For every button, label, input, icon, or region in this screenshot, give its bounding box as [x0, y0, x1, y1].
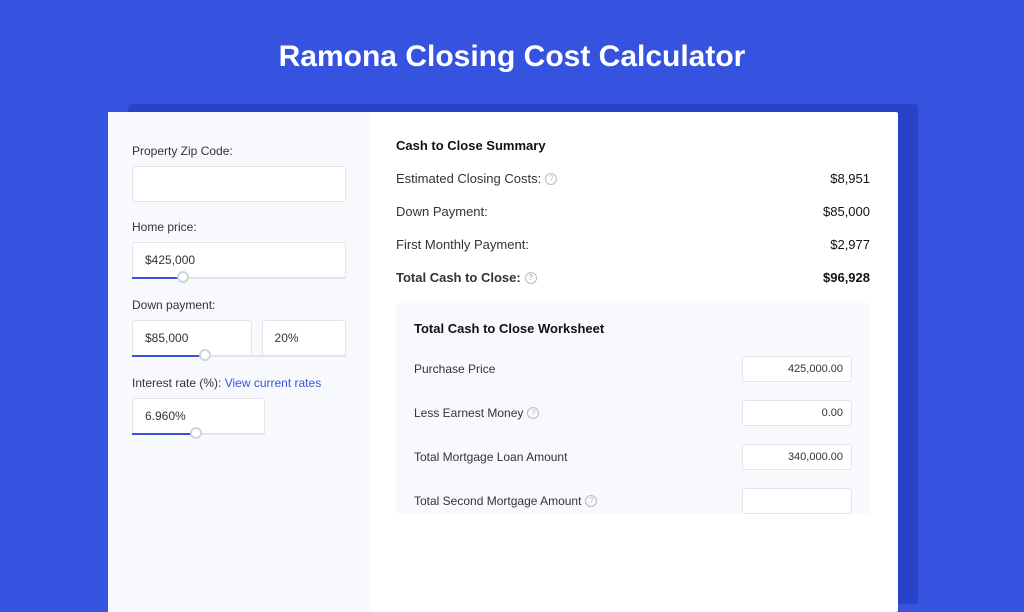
summary-value: $2,977 [830, 237, 870, 252]
help-icon[interactable]: ? [527, 407, 539, 419]
mortgage-loan-input[interactable] [742, 444, 852, 470]
help-icon[interactable]: ? [585, 495, 597, 507]
summary-panel: Cash to Close Summary Estimated Closing … [370, 112, 898, 612]
home-price-input[interactable] [132, 242, 346, 278]
worksheet-card: Total Cash to Close Worksheet Purchase P… [396, 303, 870, 514]
worksheet-row: Less Earnest Money ? [414, 400, 852, 426]
earnest-money-input[interactable] [742, 400, 852, 426]
interest-slider[interactable] [132, 432, 265, 436]
zip-group: Property Zip Code: [132, 144, 346, 202]
worksheet-label: Purchase Price [414, 362, 495, 376]
worksheet-row: Purchase Price [414, 356, 852, 382]
worksheet-label: Less Earnest Money [414, 406, 523, 420]
worksheet-row: Total Mortgage Loan Amount [414, 444, 852, 470]
zip-label: Property Zip Code: [132, 144, 346, 158]
purchase-price-input[interactable] [742, 356, 852, 382]
down-payment-group: Down payment: [132, 298, 346, 358]
view-rates-link[interactable]: View current rates [225, 376, 322, 390]
calculator-card: Property Zip Code: Home price: Down paym… [108, 112, 898, 612]
second-mortgage-input[interactable] [742, 488, 852, 514]
zip-input[interactable] [132, 166, 346, 202]
summary-label: First Monthly Payment: [396, 237, 529, 252]
help-icon[interactable]: ? [545, 173, 557, 185]
inputs-panel: Property Zip Code: Home price: Down paym… [108, 112, 370, 612]
summary-value: $85,000 [823, 204, 870, 219]
interest-group: Interest rate (%): View current rates [132, 376, 346, 436]
down-payment-slider[interactable] [132, 354, 346, 358]
help-icon[interactable]: ? [525, 272, 537, 284]
summary-label: Down Payment: [396, 204, 488, 219]
summary-title: Cash to Close Summary [396, 138, 870, 153]
worksheet-row: Total Second Mortgage Amount ? [414, 488, 852, 514]
summary-label: Estimated Closing Costs: [396, 171, 541, 186]
summary-total-value: $96,928 [823, 270, 870, 285]
down-payment-pct-input[interactable] [262, 320, 346, 356]
summary-row: Estimated Closing Costs: ? $8,951 [396, 171, 870, 186]
down-payment-label: Down payment: [132, 298, 346, 312]
interest-label-text: Interest rate (%): [132, 376, 225, 390]
home-price-group: Home price: [132, 220, 346, 280]
summary-total-row: Total Cash to Close: ? $96,928 [396, 270, 870, 285]
summary-value: $8,951 [830, 171, 870, 186]
worksheet-label: Total Mortgage Loan Amount [414, 450, 567, 464]
page-title: Ramona Closing Cost Calculator [0, 0, 1024, 98]
worksheet-title: Total Cash to Close Worksheet [414, 321, 852, 336]
interest-label: Interest rate (%): View current rates [132, 376, 346, 390]
home-price-slider[interactable] [132, 276, 346, 280]
down-payment-input[interactable] [132, 320, 252, 356]
worksheet-label: Total Second Mortgage Amount [414, 494, 581, 508]
summary-row: First Monthly Payment: $2,977 [396, 237, 870, 252]
summary-total-label: Total Cash to Close: [396, 270, 521, 285]
home-price-label: Home price: [132, 220, 346, 234]
summary-row: Down Payment: $85,000 [396, 204, 870, 219]
